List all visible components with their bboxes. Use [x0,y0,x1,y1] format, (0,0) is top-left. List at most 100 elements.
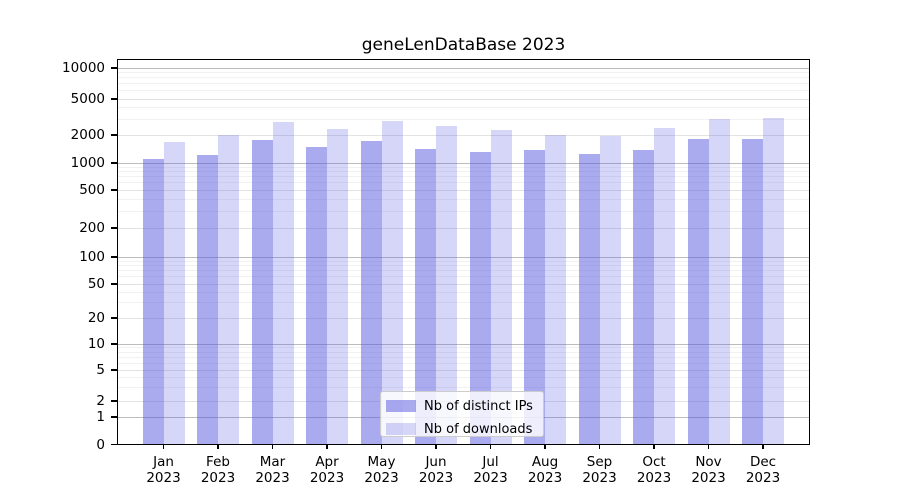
x-label-month: Feb [206,454,230,470]
x-label-year: 2023 [418,470,454,486]
y-tick-mark [111,227,117,229]
y-tick-label: 1000 [70,155,105,171]
major-gridline [118,67,809,69]
y-tick-label: 500 [79,182,105,198]
x-tick-mark [162,445,165,449]
x-tick-label: Jun 2023 [404,454,468,486]
x-label-month: Mar [259,454,286,470]
x-tick-mark [326,445,328,449]
x-label-month: Aug [531,454,559,470]
y-tick-mark [111,189,117,191]
x-label-year: 2023 [364,470,399,486]
y-tick-mark [111,400,117,402]
legend-item-distinct-ips: Nb of distinct IPs [386,397,543,415]
y-tick-label: 2 [96,393,105,409]
minor-gridline [118,118,809,120]
y-tick-mark [111,369,117,371]
x-tick-label: Oct 2023 [622,454,686,486]
x-label-year: 2023 [582,470,617,486]
bar-downloads-jun [436,126,457,445]
x-tick-label: May 2023 [350,454,414,486]
minor-gridline [118,107,809,109]
y-tick-mark [111,134,117,136]
y-tick-mark [111,256,117,258]
x-label-year: 2023 [146,470,181,486]
x-label-month: Jul [482,454,499,470]
x-label-year: 2023 [473,470,508,486]
legend-label-downloads: Nb of downloads [424,421,533,437]
minor-gridline [118,377,809,379]
gridline [118,317,809,319]
y-tick-label: 2000 [70,127,105,143]
x-tick-label: Nov 2023 [677,454,741,486]
x-tick-mark [435,445,437,449]
bar-downloads-nov [708,118,730,445]
minor-gridline [118,83,809,85]
x-tick-mark [653,445,655,449]
bar-distinct-ips-mar [251,140,273,445]
y-tick-mark [111,162,117,164]
bar-downloads-sep [599,135,621,445]
y-tick-mark [111,67,117,69]
bar-distinct-ips-aug [524,150,545,445]
bar-distinct-ips-may [360,140,382,445]
legend-item-downloads: Nb of downloads [386,420,543,438]
minor-gridline [118,356,809,358]
gridline [118,189,809,191]
y-tick-label: 5 [96,362,105,378]
y-tick-mark [111,98,117,100]
x-tick-mark [544,445,546,449]
minor-gridline [118,260,809,262]
x-label-year: 2023 [745,470,781,486]
bar-downloads-may [381,121,403,445]
legend-label-distinct-ips: Nb of distinct IPs [424,398,533,414]
x-tick-label: Dec 2023 [731,454,795,486]
bar-downloads-mar [272,122,294,445]
y-tick-label: 1 [96,409,105,425]
minor-gridline [118,351,809,353]
bar-downloads-dec [763,118,784,445]
x-tick-label: Aug 2023 [513,454,577,486]
x-label-month: Oct [642,454,666,470]
x-label-month: Apr [315,454,339,470]
x-label-year: 2023 [255,470,290,486]
bar-distinct-ips-feb [197,154,218,445]
x-label-year: 2023 [691,470,726,486]
gridline [118,227,809,229]
legend-swatch-downloads [386,423,416,435]
minor-gridline [118,182,809,184]
x-tick-mark [271,445,274,449]
legend-swatch-distinct-ips [386,400,416,412]
y-tick-mark [111,443,117,446]
minor-gridline [118,176,809,178]
bar-distinct-ips-apr [306,147,327,445]
major-gridline [118,162,809,164]
y-tick-mark [111,283,117,285]
minor-gridline [118,291,809,293]
bar-distinct-ips-oct [633,150,654,445]
x-tick-label: Apr 2023 [295,454,359,486]
y-tick-label: 50 [87,276,105,292]
minor-gridline [118,270,809,272]
minor-gridline [118,72,809,74]
legend: Nb of distinct IPs Nb of downloads [380,391,544,437]
x-tick-mark [707,445,710,449]
minor-gridline [118,302,809,304]
minor-gridline [118,347,809,349]
minor-gridline [118,171,809,173]
gridline [118,98,809,100]
gridline [118,134,809,136]
y-tick-label: 0 [96,436,105,453]
y-tick-mark [111,416,117,418]
x-label-month: Nov [695,454,722,470]
x-label-month: Jan [153,454,174,470]
bar-distinct-ips-sep [578,154,600,445]
y-tick-label: 200 [79,220,105,236]
y-tick-mark [111,317,117,319]
minor-gridline [118,198,809,200]
bar-distinct-ips-nov [687,138,709,445]
y-tick-label: 10000 [62,60,105,76]
y-tick-mark [111,343,117,345]
x-tick-label: Feb 2023 [186,454,250,486]
